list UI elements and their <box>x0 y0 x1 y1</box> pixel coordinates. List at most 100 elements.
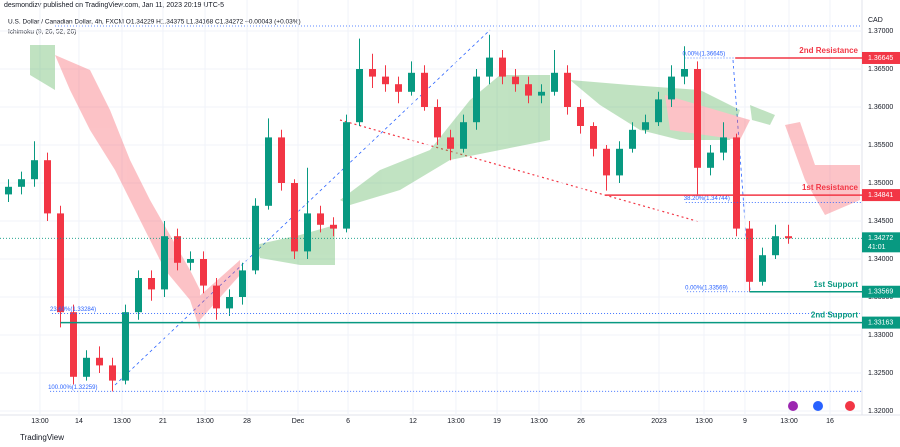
x-tick-label: 16 <box>826 418 834 425</box>
candle-body <box>577 107 584 126</box>
price-tag-label: 1.33163 <box>868 319 893 326</box>
candle-body <box>304 213 311 252</box>
candle-body <box>551 72 558 92</box>
candle-body <box>486 57 493 77</box>
fib-label: 0.00%(1.33569) <box>685 285 728 291</box>
x-tick-label: 2023 <box>651 418 667 425</box>
countdown: 41:01 <box>868 244 886 251</box>
candle-body <box>187 259 194 263</box>
level-name: 2nd Resistance <box>799 46 858 55</box>
y-tick-label: 1.36500 <box>868 66 893 73</box>
x-tick-label: 13:00 <box>780 418 798 425</box>
x-tick-label: 14 <box>75 418 83 425</box>
candle-body <box>239 270 246 297</box>
price-tag-label: 1.34841 <box>868 192 893 199</box>
y-tick-label: 1.33000 <box>868 332 893 339</box>
x-tick-label: 21 <box>159 418 167 425</box>
candle-body <box>174 236 181 263</box>
price-tag <box>862 316 900 329</box>
last-price-label: 1.34272 <box>868 235 893 242</box>
x-tick-label: 9 <box>743 418 747 425</box>
candle-body <box>70 312 77 377</box>
y-tick-label: 1.32000 <box>868 408 893 415</box>
x-tick-label: 28 <box>243 418 251 425</box>
fib-label: 0.00%(1.36645) <box>683 52 726 58</box>
candle-body <box>200 259 207 286</box>
candle-body <box>369 69 376 77</box>
candle-body <box>785 236 792 239</box>
candle-body <box>317 213 324 225</box>
candle-body <box>616 148 623 176</box>
candle-body <box>421 72 428 107</box>
candle-body <box>83 357 90 377</box>
x-tick-label: 13:00 <box>530 418 548 425</box>
y-tick-label: 1.36000 <box>868 104 893 111</box>
price-tag-label: 1.36645 <box>868 55 893 62</box>
indicator: Ichimoku (9, 26, 52, 26) <box>8 29 76 36</box>
candle-body <box>772 236 779 256</box>
candle-body <box>720 137 727 153</box>
candle-body <box>135 278 142 313</box>
candle-body <box>44 160 51 214</box>
x-tick-label: 13:00 <box>196 418 214 425</box>
x-tick-label: 19 <box>493 418 501 425</box>
candle-body <box>122 312 129 381</box>
candle-body <box>343 122 350 229</box>
currency: CAD <box>868 17 883 24</box>
x-tick-label: Dec <box>292 418 305 425</box>
x-tick-label: 13:00 <box>31 418 49 425</box>
level-name: 2nd Support <box>811 311 858 320</box>
candle-body <box>408 72 415 92</box>
candle-body <box>655 99 662 123</box>
candle-body <box>473 76 480 123</box>
candle-body <box>18 179 25 187</box>
x-tick-label: 13:00 <box>113 418 131 425</box>
candle-body <box>707 152 714 168</box>
y-tick-label: 1.35000 <box>868 180 893 187</box>
candle-body <box>213 285 220 309</box>
candle-body <box>681 69 688 77</box>
trend-line <box>339 119 701 223</box>
level-name: 1st Resistance <box>802 183 859 192</box>
x-tick-label: 26 <box>577 418 585 425</box>
candle-body <box>382 76 389 85</box>
candle-body <box>96 357 103 366</box>
fib-label: 100.00%(1.32259) <box>48 385 97 391</box>
x-tick-label: 12 <box>409 418 417 425</box>
candle-body <box>590 126 597 149</box>
y-tick-label: 1.34500 <box>868 218 893 225</box>
candle-body <box>395 84 402 92</box>
candle-body <box>512 76 519 85</box>
candle-body <box>499 57 506 77</box>
trend-line <box>114 29 491 386</box>
candle-body <box>525 84 532 96</box>
price-tag <box>862 285 900 298</box>
candle-body <box>694 69 701 168</box>
candle-body <box>746 228 753 282</box>
candle-body <box>460 122 467 149</box>
y-tick-label: 1.34000 <box>868 256 893 263</box>
candle-body <box>642 122 649 130</box>
candle-body <box>564 72 571 107</box>
publisher: desmondizv published on TradingView.com,… <box>4 2 224 9</box>
x-tick-label: 13:00 <box>447 418 465 425</box>
candle-body <box>148 278 155 290</box>
symbol-info: U.S. Dollar / Canadian Dollar, 4h, FXCM … <box>8 19 301 26</box>
candle-body <box>265 137 272 206</box>
candle-body <box>434 107 441 138</box>
y-tick-label: 1.32500 <box>868 370 893 377</box>
candle-body <box>291 183 298 252</box>
candle-body <box>109 365 116 381</box>
y-tick-label: 1.35500 <box>868 142 893 149</box>
fib-label: 38.20%(1.34744) <box>684 196 730 202</box>
candle-body <box>603 148 610 176</box>
price-tag <box>862 51 900 64</box>
fib-label: 23.60%(1.33284) <box>50 307 96 313</box>
price-tag-label: 1.33569 <box>868 289 893 296</box>
candle-body <box>356 69 363 123</box>
candle-body <box>330 224 337 229</box>
price-tag <box>862 189 900 202</box>
candle-body <box>447 137 454 149</box>
